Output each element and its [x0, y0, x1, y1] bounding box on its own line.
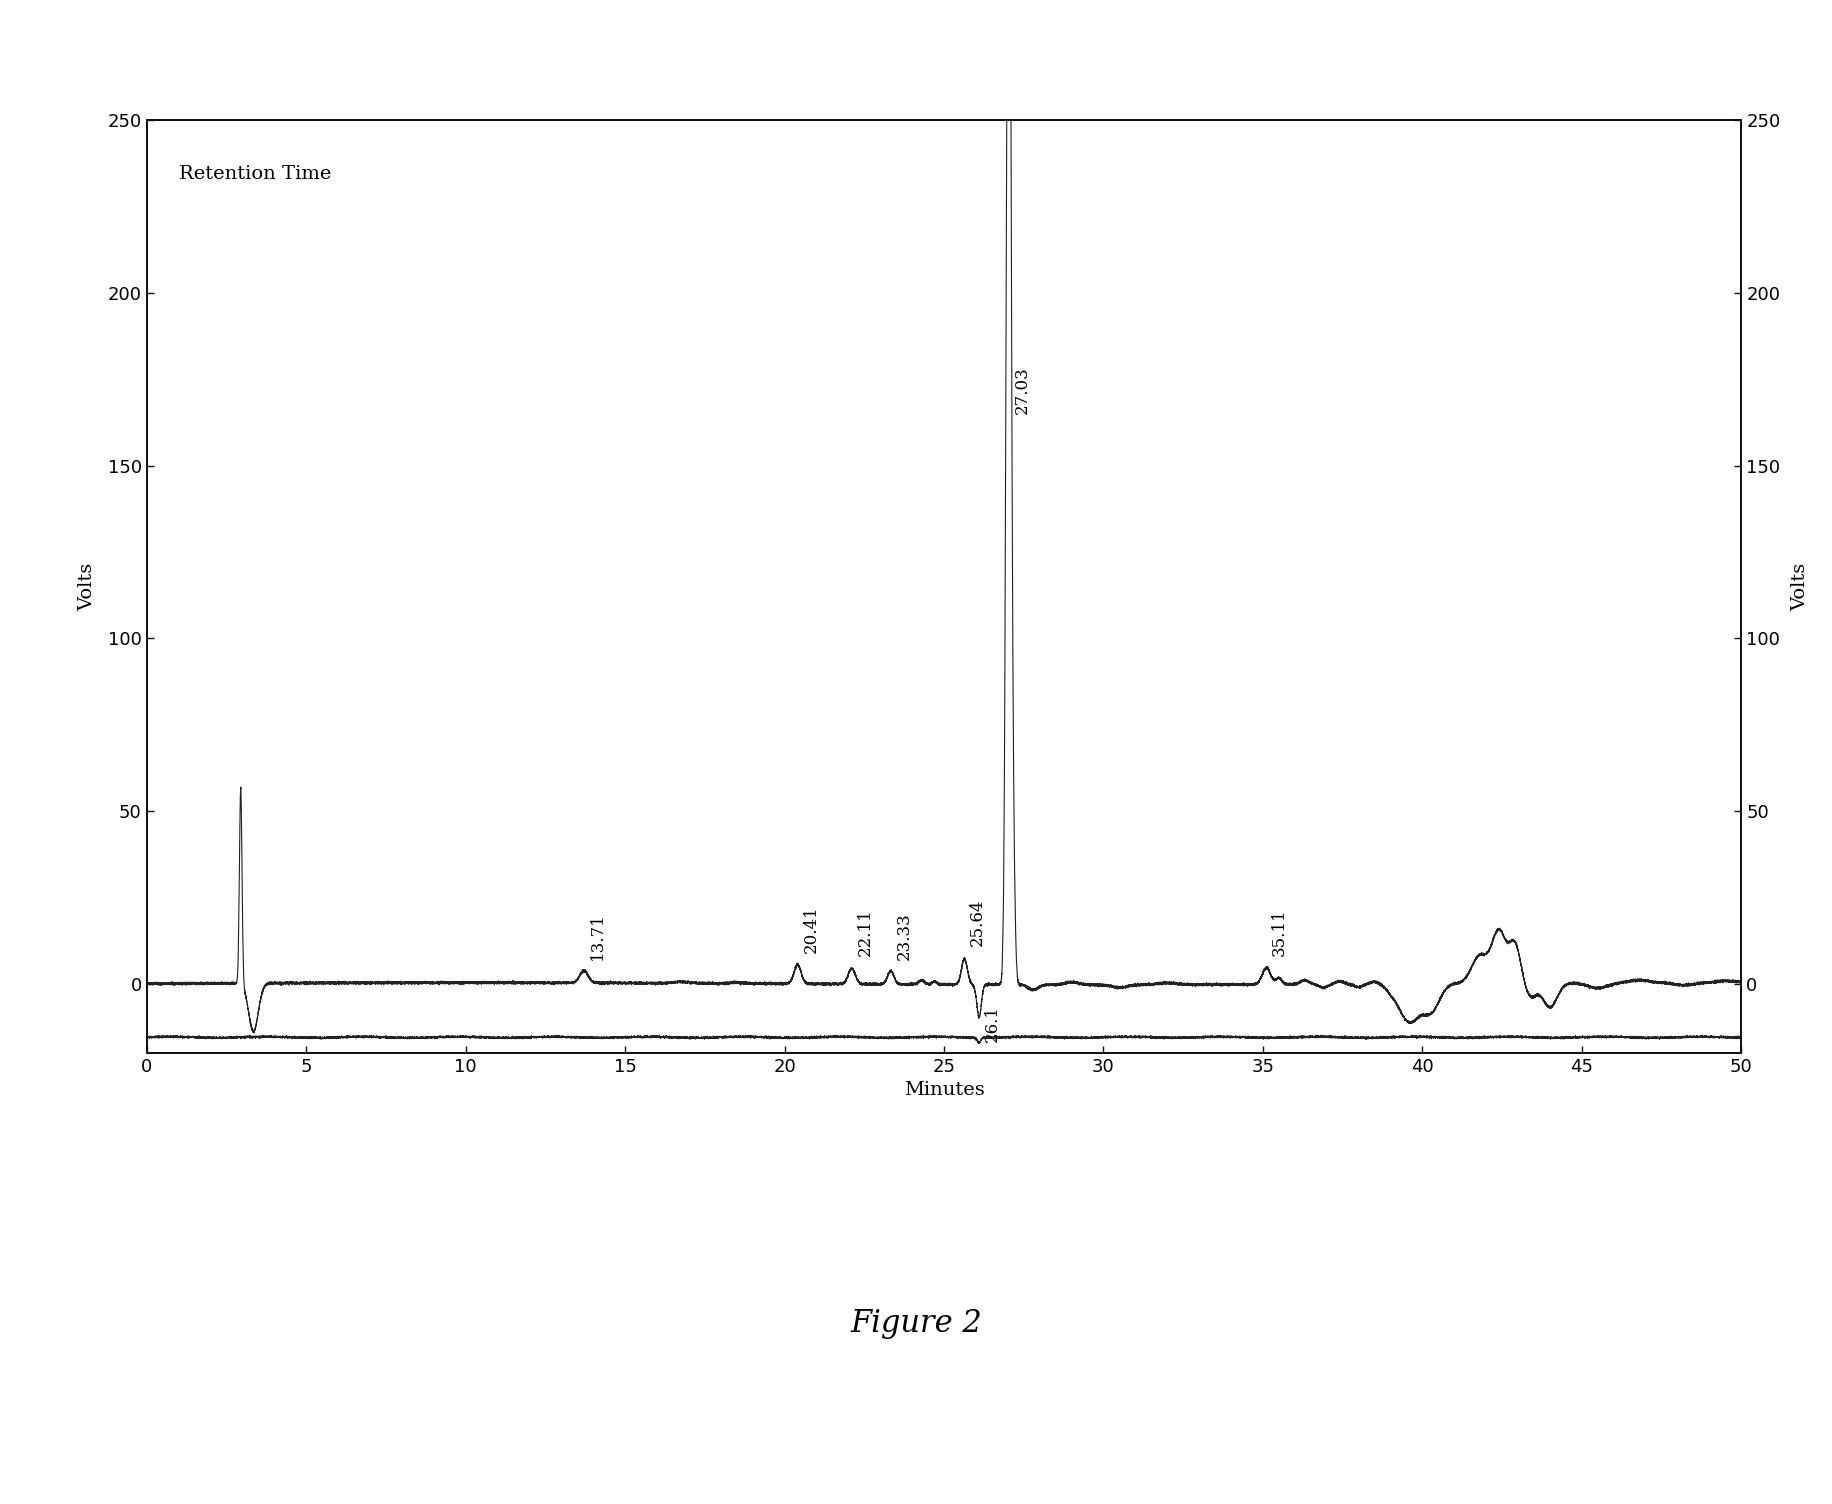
Text: Figure 2: Figure 2	[850, 1308, 982, 1339]
Text: 23.33: 23.33	[896, 911, 912, 960]
Text: 27.03: 27.03	[1013, 365, 1030, 414]
Y-axis label: Volts: Volts	[79, 562, 97, 611]
Text: 13.71: 13.71	[588, 911, 605, 960]
Y-axis label: Volts: Volts	[1790, 562, 1808, 611]
Text: 25.64: 25.64	[969, 898, 986, 946]
Text: 22.11: 22.11	[856, 908, 874, 957]
Text: 20.41: 20.41	[802, 905, 819, 952]
X-axis label: Minutes: Minutes	[903, 1081, 984, 1099]
Text: 35.11: 35.11	[1271, 908, 1288, 957]
Text: 26.1: 26.1	[984, 1006, 1000, 1042]
Text: Retention Time: Retention Time	[178, 165, 332, 183]
